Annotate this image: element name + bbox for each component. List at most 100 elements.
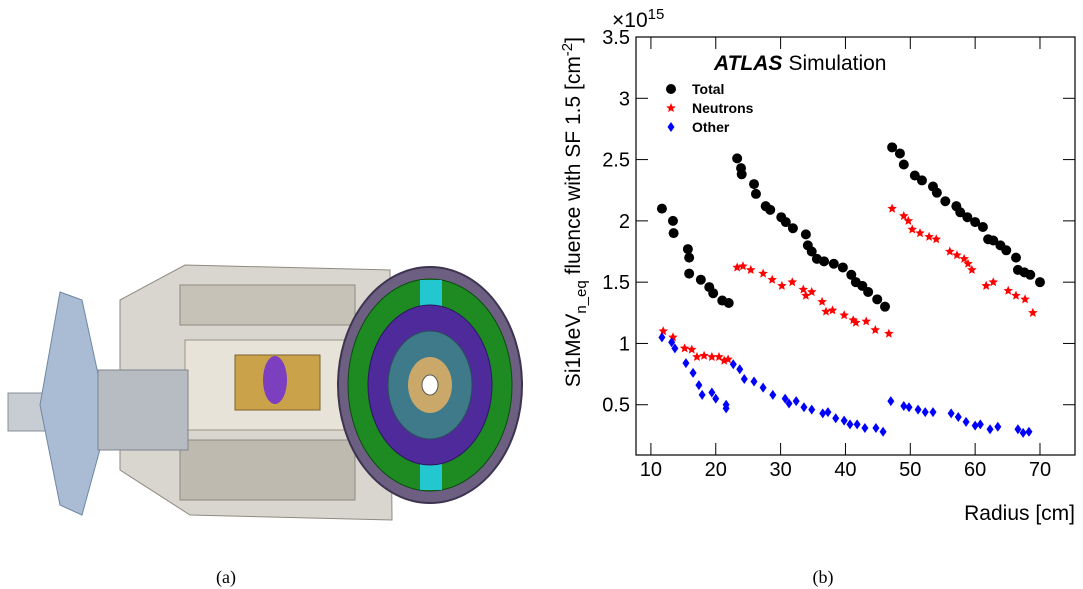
point bbox=[894, 148, 905, 159]
point bbox=[819, 256, 830, 267]
legend-marker bbox=[666, 84, 676, 94]
point bbox=[947, 408, 955, 419]
point bbox=[931, 187, 942, 198]
y-tick-label: 0.5 bbox=[602, 395, 630, 417]
y-label-part: ] bbox=[562, 37, 585, 43]
y-axis-label: Si1MeVn_eq fluence with SF 1.5 [cm-2] bbox=[559, 37, 590, 387]
point bbox=[914, 404, 922, 415]
point bbox=[668, 228, 679, 239]
point bbox=[817, 296, 827, 306]
point bbox=[887, 396, 895, 407]
point bbox=[986, 424, 994, 435]
point bbox=[971, 420, 979, 431]
point bbox=[907, 224, 917, 234]
x-tick-label: 10 bbox=[640, 459, 662, 481]
y-multiplier-base: ×10 bbox=[612, 9, 648, 32]
point bbox=[884, 328, 894, 338]
legend-label: Total bbox=[692, 81, 724, 97]
point bbox=[846, 269, 857, 280]
point bbox=[759, 382, 767, 393]
point bbox=[801, 290, 811, 300]
detector-illustration bbox=[7, 264, 523, 521]
point bbox=[708, 288, 719, 299]
point bbox=[851, 317, 861, 327]
point bbox=[962, 212, 973, 223]
point bbox=[732, 153, 743, 164]
point bbox=[684, 252, 695, 263]
x-tick-label: 40 bbox=[834, 459, 856, 481]
point bbox=[1020, 294, 1030, 304]
point bbox=[712, 393, 720, 404]
y-label-sub: n_eq bbox=[573, 280, 590, 313]
y-multiplier-exponent: 15 bbox=[648, 6, 665, 23]
point bbox=[977, 222, 988, 232]
point bbox=[740, 374, 748, 384]
y-label-part: Si1MeV bbox=[562, 314, 585, 388]
y-tick-label: 2 bbox=[619, 211, 630, 233]
point bbox=[1010, 252, 1021, 263]
point bbox=[707, 351, 717, 361]
point bbox=[1019, 427, 1027, 438]
point bbox=[853, 419, 861, 430]
point bbox=[915, 228, 925, 238]
point bbox=[687, 344, 697, 354]
point bbox=[658, 332, 666, 343]
point bbox=[1014, 424, 1022, 435]
point bbox=[785, 398, 793, 409]
point bbox=[781, 393, 789, 404]
point bbox=[777, 280, 787, 290]
point bbox=[929, 407, 937, 418]
legend-marker bbox=[666, 103, 676, 112]
point bbox=[679, 343, 690, 353]
point bbox=[870, 325, 880, 334]
point bbox=[800, 402, 808, 413]
point bbox=[792, 396, 800, 407]
endcap-hole bbox=[421, 374, 439, 396]
point bbox=[955, 207, 966, 218]
y-tick-label: 3 bbox=[619, 88, 630, 110]
point bbox=[668, 337, 676, 348]
point bbox=[684, 268, 695, 279]
muon-chambers-top bbox=[179, 284, 356, 326]
x-tick-label: 30 bbox=[769, 459, 791, 481]
legend-label: Neutrons bbox=[692, 100, 754, 116]
point bbox=[682, 244, 693, 255]
point bbox=[787, 223, 798, 234]
point bbox=[827, 305, 838, 315]
point bbox=[682, 358, 690, 369]
point bbox=[976, 419, 984, 430]
point bbox=[695, 380, 703, 391]
point bbox=[861, 316, 871, 326]
point bbox=[714, 351, 724, 361]
point bbox=[863, 286, 874, 297]
point bbox=[732, 262, 742, 272]
point bbox=[738, 261, 748, 271]
endcap-purple bbox=[263, 356, 287, 404]
point bbox=[954, 412, 962, 422]
point bbox=[940, 196, 951, 207]
point bbox=[994, 421, 1002, 432]
y-tick-label: 1.5 bbox=[602, 272, 630, 294]
point bbox=[658, 326, 668, 336]
point bbox=[988, 235, 999, 246]
point bbox=[699, 350, 709, 360]
series bbox=[658, 203, 1038, 365]
point bbox=[758, 268, 768, 278]
x-tick-label: 50 bbox=[899, 459, 921, 481]
point bbox=[828, 258, 839, 269]
point bbox=[959, 253, 969, 263]
point bbox=[656, 203, 667, 214]
point bbox=[1011, 290, 1021, 300]
point bbox=[689, 367, 697, 378]
point bbox=[692, 351, 702, 361]
point bbox=[667, 215, 678, 226]
point bbox=[931, 234, 941, 244]
point bbox=[861, 423, 869, 434]
series bbox=[658, 332, 1033, 438]
y-label-sup: -2 bbox=[559, 43, 576, 56]
point bbox=[808, 404, 816, 415]
point bbox=[837, 262, 848, 273]
point bbox=[887, 203, 897, 213]
point bbox=[749, 179, 760, 190]
